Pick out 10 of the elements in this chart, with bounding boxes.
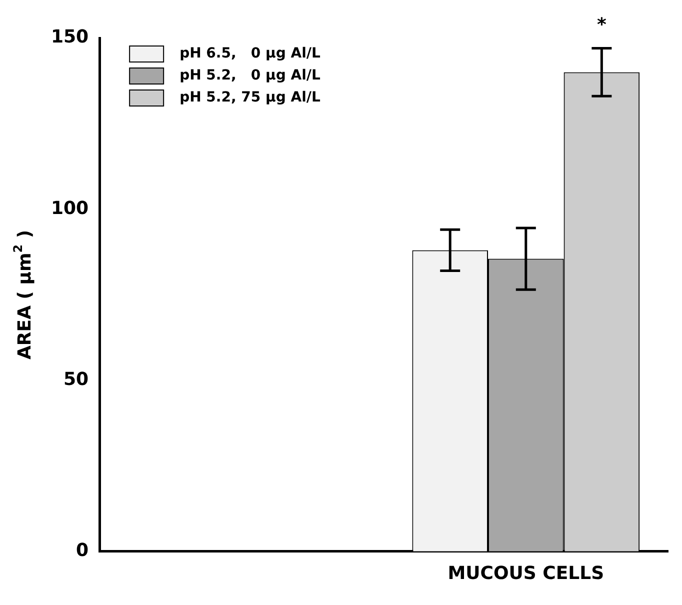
y-tick-label: 100 bbox=[50, 198, 89, 219]
y-axis-title: AREA ( μm2 ) bbox=[11, 230, 36, 360]
y-tick-label: 150 bbox=[50, 26, 89, 48]
legend-label: pH 5.2, 0 μg Al/L bbox=[180, 68, 320, 84]
x-tick-label: MUCOUS CELLS bbox=[448, 562, 604, 584]
y-tick-label: 50 bbox=[64, 368, 89, 390]
text: * bbox=[596, 14, 607, 36]
legend-label: pH 5.2, 75 μg Al/L bbox=[180, 90, 320, 106]
y-tick-label: 0 bbox=[76, 540, 89, 562]
legend-label: pH 6.5, 0 μg Al/L bbox=[180, 46, 320, 62]
